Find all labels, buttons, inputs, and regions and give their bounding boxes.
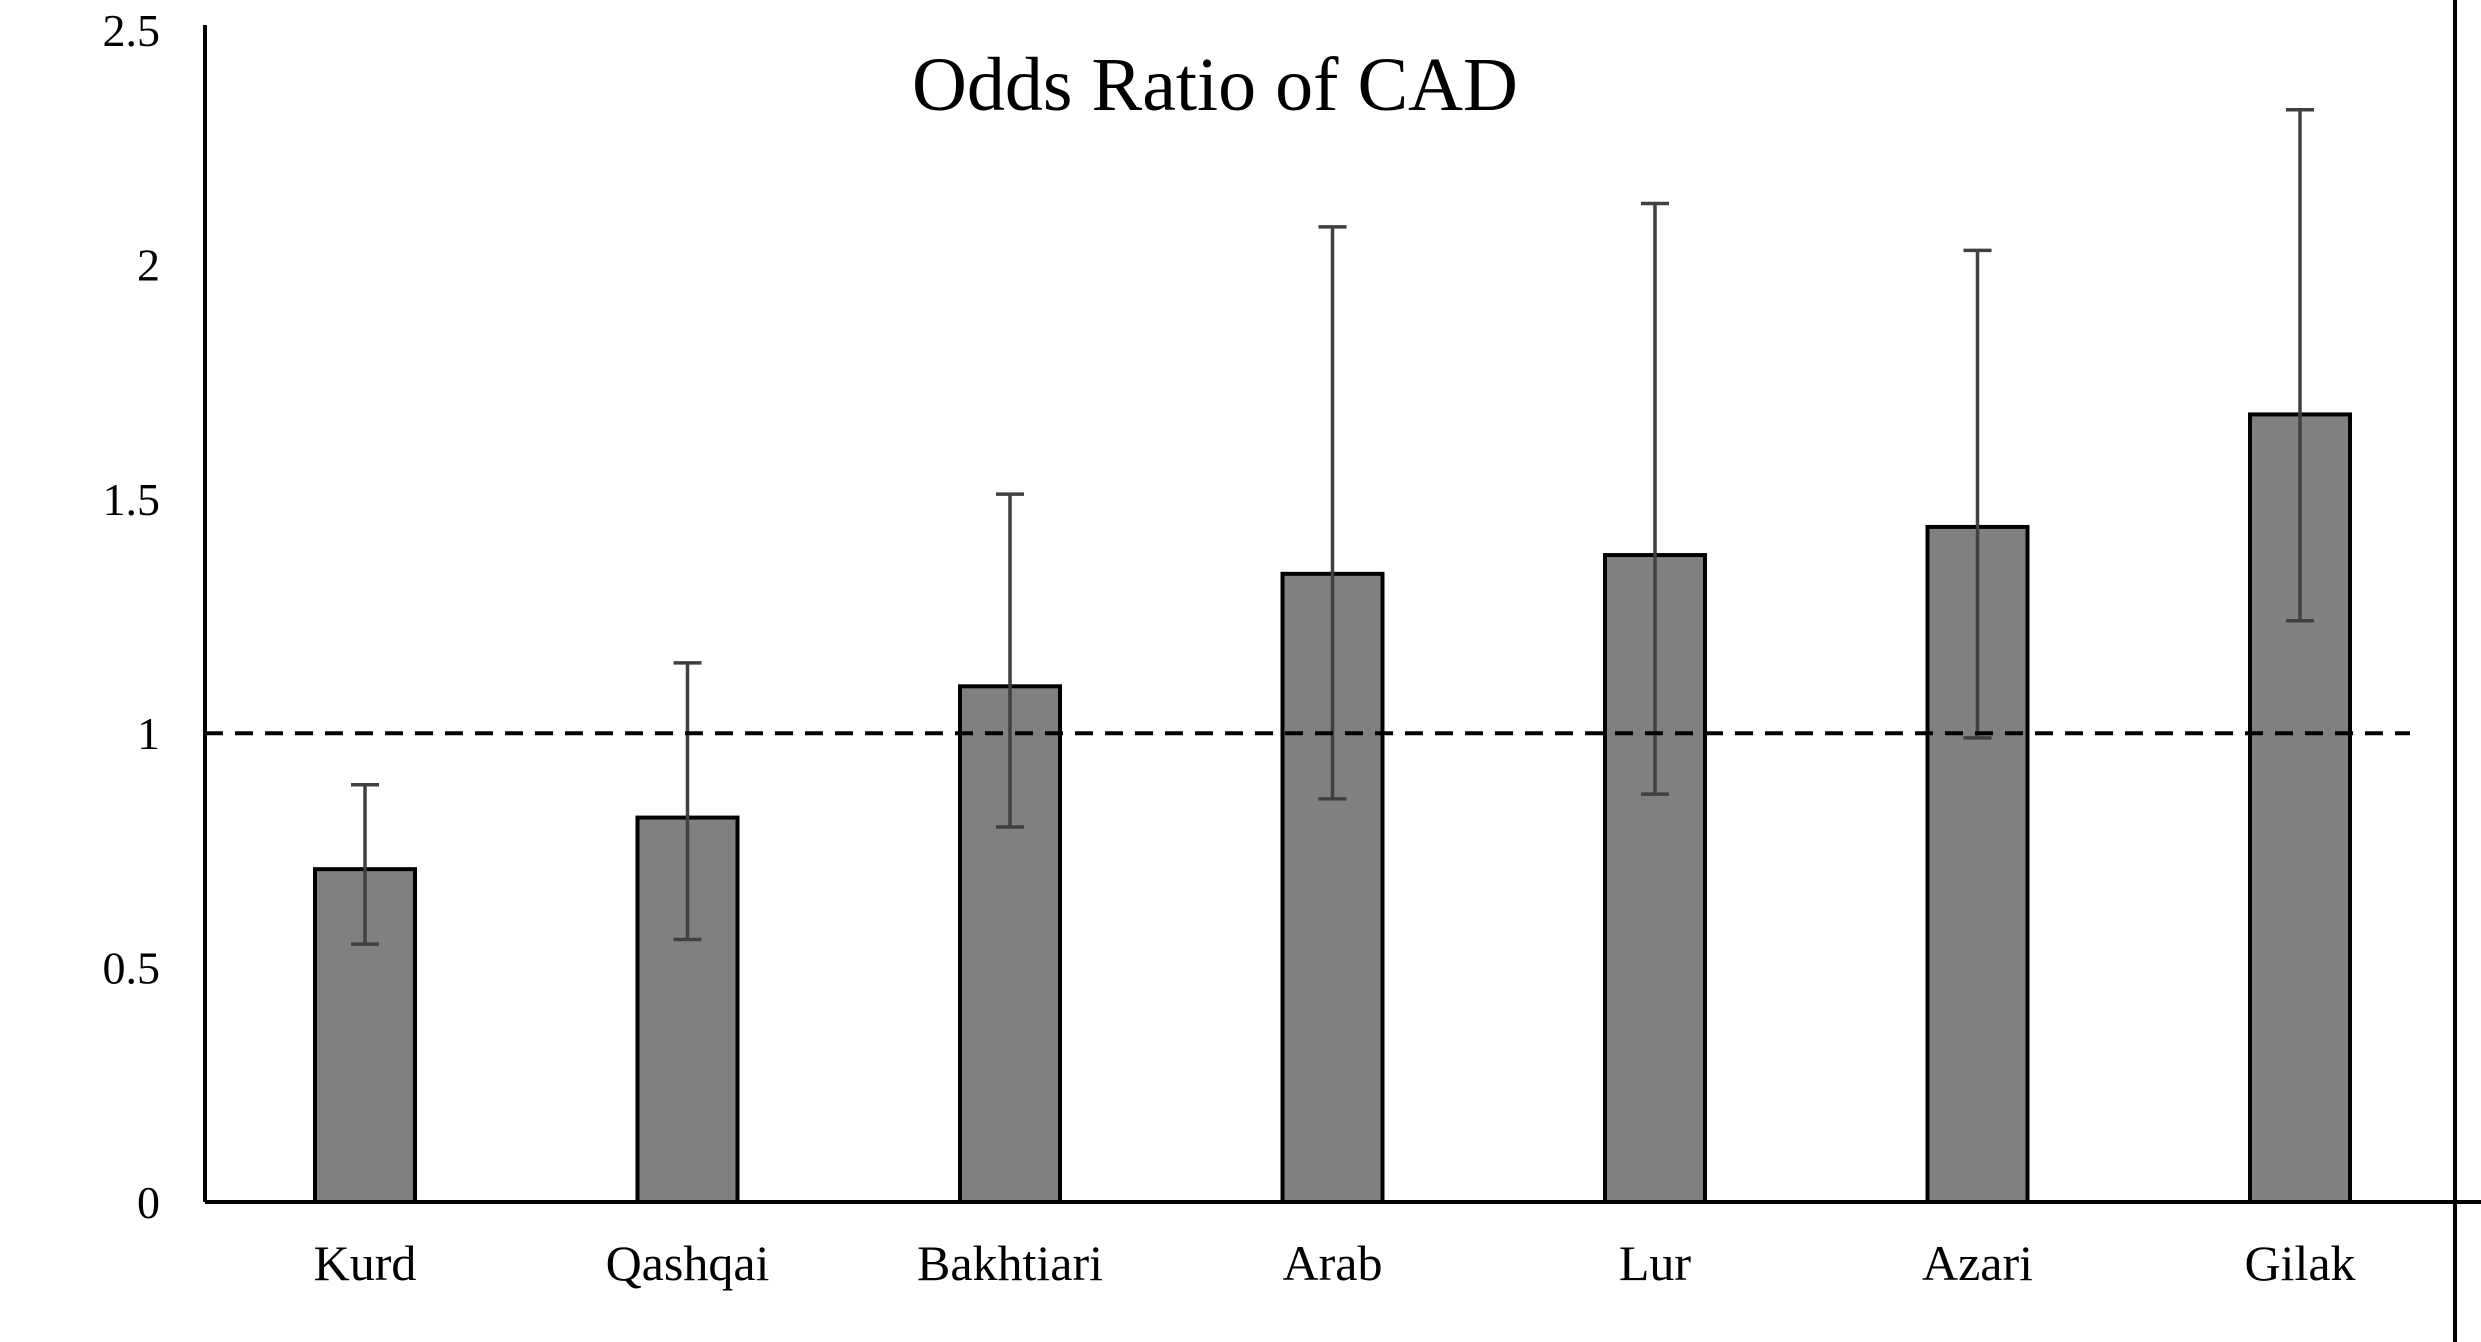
- chart-title: Odds Ratio of CAD: [912, 43, 1518, 127]
- y-tick-label: 1.5: [103, 474, 161, 525]
- x-tick-label-lur: Lur: [1619, 1235, 1692, 1291]
- y-axis-ticks: 0 0.5 1 1.5 2 2.5: [103, 5, 161, 1228]
- y-tick-label: 1: [137, 708, 160, 759]
- x-tick-label-arab: Arab: [1283, 1235, 1383, 1291]
- error-bar-bakhtiari: [996, 492, 1024, 829]
- error-bar-gilak: [2286, 107, 2314, 623]
- error-bars: [351, 107, 2314, 946]
- error-bar-kurd: [351, 783, 379, 946]
- error-bar-lur: [1641, 201, 1669, 796]
- y-tick-label: 2: [137, 239, 160, 290]
- y-tick-label: 0: [137, 1177, 160, 1228]
- x-tick-label-gilak: Gilak: [2244, 1235, 2355, 1291]
- axes: [203, 0, 2481, 1342]
- error-bar-qashqai: [673, 661, 702, 942]
- y-tick-label: 0.5: [103, 943, 161, 994]
- x-tick-label-qashqai: Qashqai: [606, 1235, 770, 1291]
- error-bar-azari: [1963, 248, 1992, 740]
- error-bar-arab: [1318, 225, 1347, 801]
- bars: [313, 412, 2352, 1204]
- y-tick-label: 2.5: [103, 5, 161, 56]
- x-tick-label-kurd: Kurd: [314, 1235, 417, 1291]
- x-tick-label-azari: Azari: [1922, 1235, 2033, 1291]
- x-tick-label-bakhtiari: Bakhtiari: [917, 1235, 1103, 1291]
- bar-qashqai: [635, 815, 740, 1204]
- x-axis-labels: Kurd Qashqai Bakhtiari Arab Lur Azari Gilak: [314, 1235, 2356, 1291]
